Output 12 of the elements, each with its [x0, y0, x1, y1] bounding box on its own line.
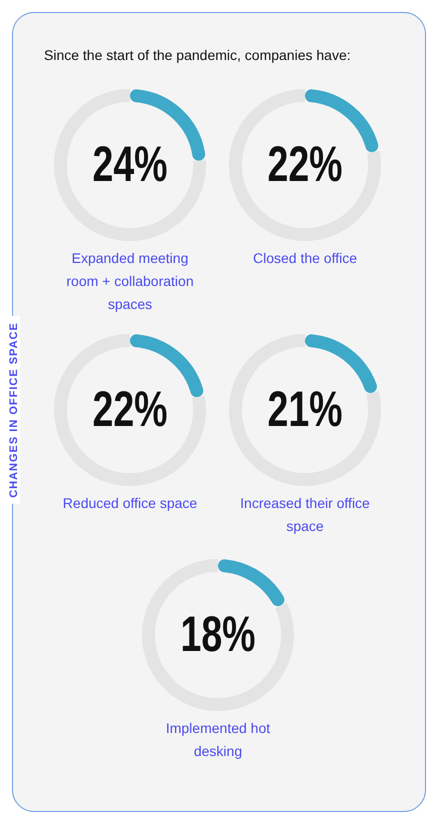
text: CHANGES IN OFFICE SPACE — [8, 316, 20, 504]
data-label: 22% — [267, 136, 343, 192]
data-label: 24% — [92, 136, 168, 192]
text: Reduced office space — [62, 494, 198, 513]
data-label: 22% — [92, 382, 168, 438]
text: Since the start of the pandemic, companies have: — [44, 47, 351, 63]
text: Closed the office — [252, 249, 358, 268]
text: Expanded meeting room + collaboration spaces — [65, 249, 195, 314]
data-label: 18% — [180, 606, 256, 662]
text: Increased their office space — [239, 494, 371, 536]
text: Implemented hot desking — [164, 719, 272, 761]
data-label: 21% — [267, 382, 343, 438]
